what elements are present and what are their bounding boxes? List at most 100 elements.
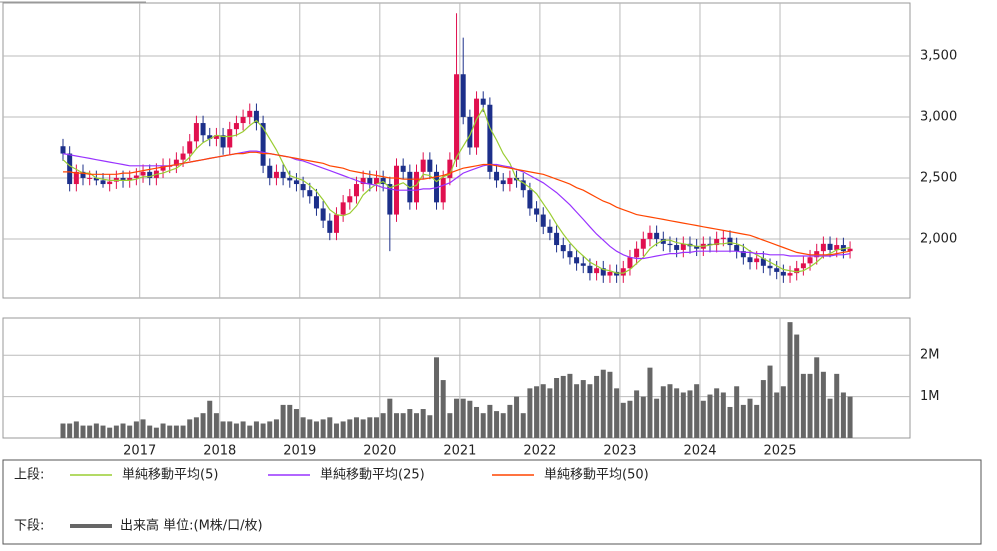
candle-body [500,180,506,185]
volume-bar [720,392,726,438]
candle-body [307,190,313,197]
candle-body [387,184,393,215]
volume-bar [113,425,119,438]
volume-bar [780,386,786,438]
volume-bar [447,413,453,438]
candle-body [420,159,426,172]
volume-bar [547,388,553,438]
candle-body [647,232,653,239]
candle-body [120,177,126,181]
candle-body [347,196,353,203]
candle-body [87,177,93,179]
volume-bar [87,425,93,438]
candle-body [527,190,533,209]
volume-bar [847,396,853,438]
volume-bar [660,386,666,438]
volume-bar [494,411,500,438]
candle-body [747,257,753,263]
x-tick-label: 2022 [523,444,556,459]
volume-bar [347,419,353,438]
candle-body [634,248,640,258]
volume-bar [800,373,806,438]
volume-bar [187,419,193,438]
volume-bar [687,390,693,438]
volume-bar [227,421,233,438]
candle-body [587,265,593,274]
y-tick-label: 2M [920,348,940,363]
volume-bar [520,413,526,438]
candle-body [794,268,800,274]
volume-bar [507,404,513,438]
candle-body [73,171,79,185]
candle-body [554,232,560,246]
volume-bar [514,396,520,438]
x-tick-label: 2021 [443,444,476,459]
volume-bar [373,417,379,438]
volume-bar [273,419,279,438]
volume-bar [474,406,480,438]
volume-bar [767,365,773,438]
candle-body [213,135,219,139]
volume-bar [714,388,720,438]
volume-bar [734,386,740,438]
volume-bar [407,409,413,438]
volume-bar [380,413,386,438]
candle-body [280,171,286,178]
candle-body [694,246,700,249]
candle-body [580,263,586,266]
candle-body [260,123,266,166]
legend-label: 単純移動平均(5) [122,467,218,483]
volume-bar [454,398,460,438]
candle-body [100,180,106,185]
volume-bar [694,384,700,438]
volume-bar [414,413,420,438]
volume-bar [67,423,73,438]
candle-body [427,159,433,172]
candle-body [487,104,493,172]
candle-body [567,251,573,258]
volume-bar [133,421,139,438]
volume-bar [754,404,760,438]
volume-bar [760,380,766,438]
candle-body [320,208,326,221]
candle-body [273,171,279,178]
candle-body [594,268,600,274]
candle-body [607,271,613,276]
volume-bar [327,417,333,438]
volume-bar [287,404,293,438]
candle-body [440,177,446,203]
volume-bar [540,384,546,438]
volume-bar [794,334,800,438]
candle-body [180,153,186,160]
candle-body [360,177,366,185]
candle-body [740,251,746,258]
candle-body [414,171,420,203]
candle-body [373,177,379,185]
volume-bar [807,373,813,438]
volume-bar [160,423,166,438]
volume-bar [460,398,466,438]
volume-bar [93,423,99,438]
candle-body [847,248,853,252]
legend-label: 単純移動平均(50) [544,467,649,483]
candle-body [400,165,406,172]
x-tick-label: 2020 [363,444,396,459]
candle-body [474,98,480,148]
volume-bar [567,373,573,438]
volume-bar [167,425,173,438]
volume-bar [587,384,593,438]
candle-body [614,271,620,276]
candle-body [734,245,740,252]
volume-bar [307,419,313,438]
candle-body [667,243,673,246]
volume-bar [820,371,826,438]
candle-body [714,238,720,246]
volume-bar [147,425,153,438]
volume-bar [173,425,179,438]
candle-body [760,258,766,266]
candle-body [800,263,806,269]
volume-bar [680,392,686,438]
volume-bar [60,423,66,438]
volume-bar [554,378,560,438]
